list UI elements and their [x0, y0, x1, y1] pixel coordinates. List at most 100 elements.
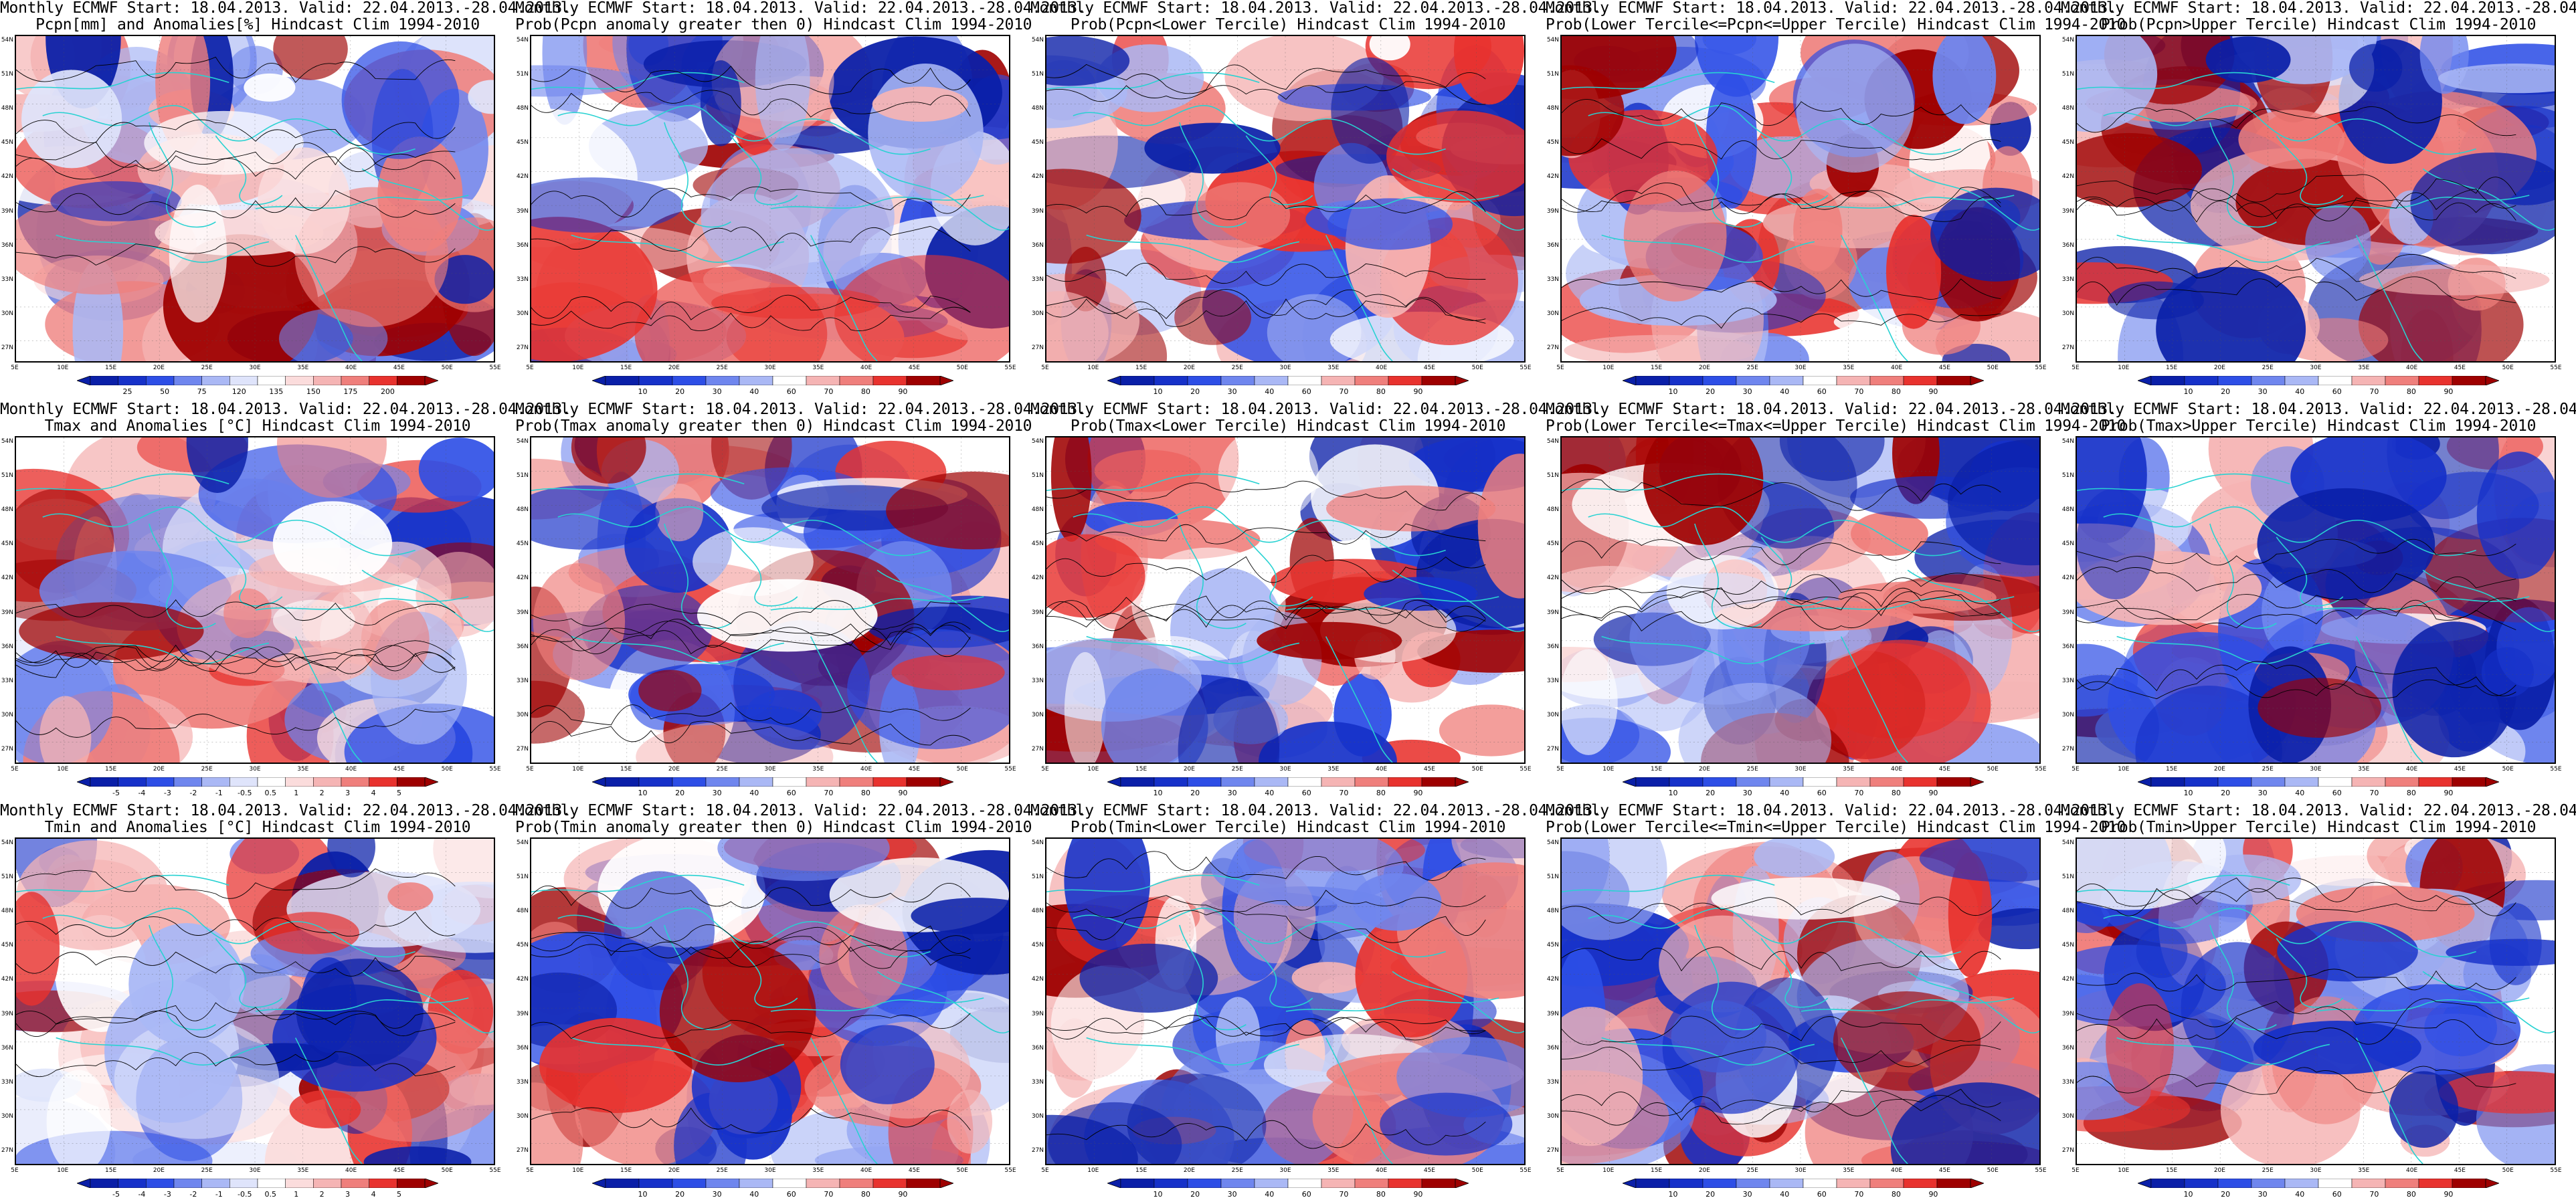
coastline — [1073, 506, 1446, 557]
coastline — [1325, 235, 1393, 361]
lon-tick-label: 35E — [1327, 365, 1340, 371]
colorbar-tick-label: 70 — [1854, 789, 1864, 797]
coastline — [531, 874, 745, 893]
coastline — [1285, 195, 1499, 209]
coastline — [56, 1037, 270, 1066]
panel-title-line1: Monthly ECMWF Start: 18.04.2013. Valid: … — [1030, 0, 1602, 17]
contour-line — [1046, 890, 1486, 918]
colorbar-tick-label: 70 — [1854, 387, 1864, 396]
lon-tick-label: 35E — [1843, 365, 1855, 371]
lat-tick-label: 48N — [516, 105, 529, 112]
field-blob — [1174, 290, 1252, 345]
colorbar-segment — [341, 376, 369, 385]
lon-tick-label: 50E — [956, 766, 968, 773]
lon-tick-label: 15E — [2166, 766, 2178, 773]
map-field — [1560, 35, 2041, 363]
lon-tick-label: 30E — [249, 1167, 261, 1174]
coastline — [42, 105, 416, 155]
colorbar — [1623, 777, 1984, 787]
coastline — [571, 1037, 785, 1066]
colorbar-segment — [605, 376, 640, 385]
colorbar-segment — [772, 777, 807, 787]
contour-line — [16, 645, 456, 671]
lat-tick-label: 27N — [2061, 1147, 2074, 1154]
lon-tick-label: 55E — [489, 365, 501, 371]
colorbar-tick-label: 0.5 — [264, 1190, 276, 1199]
colorbar-segment — [872, 1179, 907, 1188]
map-panel: Monthly ECMWF Start: 18.04.2013. Valid: … — [515, 803, 1087, 1204]
lat-tick-label: 39N — [1546, 609, 1559, 616]
coastline — [557, 506, 931, 557]
coastline — [361, 569, 494, 632]
field-blob — [717, 839, 890, 882]
lat-tick-label: 42N — [2061, 173, 2074, 181]
coastline — [1801, 195, 2015, 209]
colorbar-segment — [1254, 777, 1289, 787]
coastline — [2355, 636, 2423, 763]
colorbar-tick-label: 10 — [638, 387, 648, 396]
colorbar-segment — [2452, 376, 2486, 385]
colorbar-segment — [2184, 777, 2219, 787]
contour-line — [2077, 661, 2516, 696]
lat-tick-label: 30N — [516, 1112, 529, 1120]
contour-line — [16, 644, 456, 672]
colorbar-max-arrow — [2485, 777, 2499, 787]
lat-tick-label: 42N — [1, 976, 13, 983]
colorbar-segment — [2385, 1179, 2419, 1188]
colorbar-tick-label: 30 — [1227, 387, 1237, 396]
contour-line — [531, 883, 971, 909]
lat-tick-label: 33N — [1546, 677, 1559, 684]
colorbar-tick-label: 30 — [2258, 387, 2268, 396]
lon-tick-label: 5E — [526, 1167, 534, 1174]
panel-title-line2: Prob(Lower Tercile<=Tmax<=Upper Tercile)… — [1546, 417, 2126, 435]
lon-tick-label: 35E — [2358, 1167, 2370, 1174]
lat-tick-label: 33N — [516, 1078, 529, 1086]
lat-tick-label: 51N — [1546, 71, 1559, 78]
contour-line — [531, 66, 971, 95]
colorbar-segment — [1936, 777, 1971, 787]
field-blob — [1326, 485, 1496, 532]
contour-line — [16, 190, 456, 219]
lat-tick-label: 48N — [1, 908, 13, 915]
colorbar-segment — [257, 777, 286, 787]
lat-tick-label: 51N — [1, 472, 13, 480]
field-blob — [1562, 839, 1667, 940]
colorbar-segment — [369, 376, 397, 385]
lat-tick-label: 36N — [1546, 643, 1559, 650]
field-blob — [1046, 36, 1130, 86]
lon-tick-label: 40E — [860, 365, 872, 371]
lat-tick-label: 39N — [516, 207, 529, 215]
lat-tick-label: 33N — [1031, 276, 1044, 283]
colorbar-min-arrow — [77, 777, 91, 787]
lat-tick-label: 33N — [1, 276, 13, 283]
contour-line — [16, 951, 456, 977]
lon-tick-label: 45E — [1938, 365, 1950, 371]
lon-tick-label: 55E — [1520, 1167, 1532, 1174]
lat-tick-label: 39N — [2061, 207, 2074, 215]
lat-tick-label: 39N — [516, 1010, 529, 1017]
panel-title-line2: Prob(Pcpn anomaly greater then 0) Hindca… — [515, 16, 1032, 33]
lon-tick-label: 10E — [2118, 766, 2130, 773]
coastline — [1760, 938, 1829, 1008]
colorbar-segment — [638, 1179, 673, 1188]
lat-tick-label: 42N — [1, 173, 13, 181]
lon-tick-label: 15E — [620, 1167, 632, 1174]
field-blob — [947, 1090, 993, 1154]
lat-tick-label: 48N — [2061, 908, 2074, 915]
colorbar-segment — [605, 1179, 640, 1188]
field-blob — [1079, 943, 1218, 1013]
lon-tick-label: 25E — [201, 766, 213, 773]
lon-tick-label: 15E — [1135, 365, 1147, 371]
colorbar-max-arrow — [1455, 376, 1469, 385]
lon-tick-label: 30E — [1279, 766, 1291, 773]
colorbar-tick-label: 70 — [2369, 1190, 2379, 1199]
colorbar-tick-label: -5 — [112, 1190, 120, 1199]
lon-tick-label: 30E — [1795, 1167, 1807, 1174]
lat-tick-label: 36N — [516, 643, 529, 650]
field-blob — [1477, 454, 1524, 599]
lon-tick-label: 55E — [2550, 1167, 2562, 1174]
colorbar-segment — [313, 777, 342, 787]
colorbar-tick-label: 70 — [2369, 387, 2379, 396]
lon-tick-label: 25E — [716, 1167, 728, 1174]
map-field-svg — [1562, 437, 2039, 763]
